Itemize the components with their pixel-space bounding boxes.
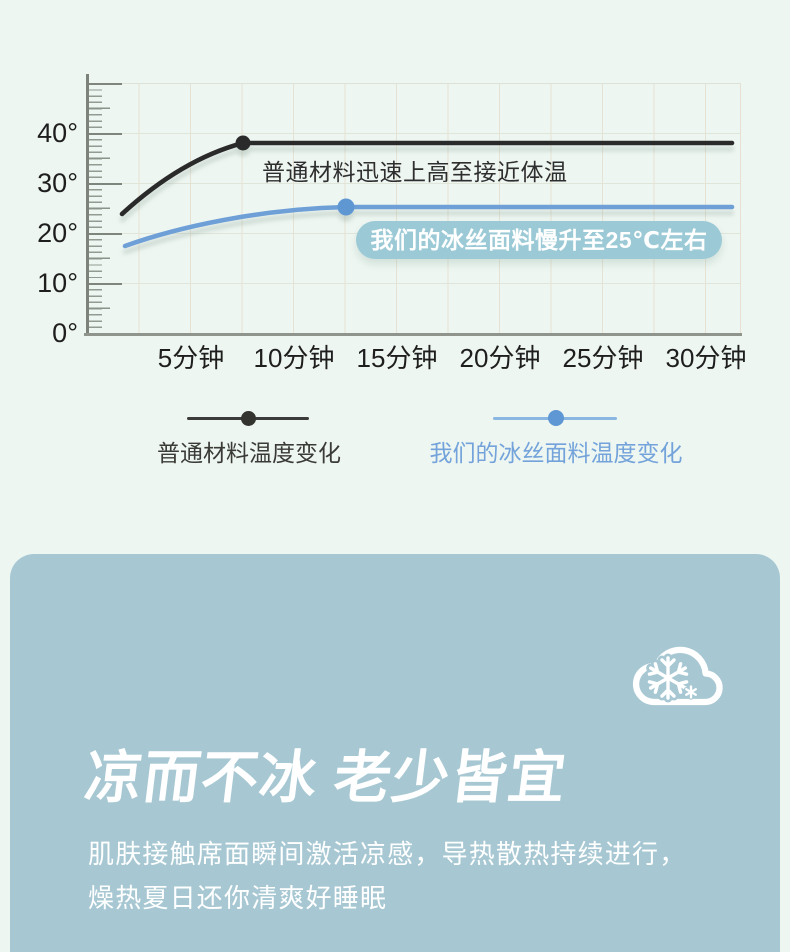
x-tick-10min: 10分钟 bbox=[253, 343, 335, 373]
legend-ordinary-dot bbox=[241, 411, 256, 426]
x-tick-20min: 20分钟 bbox=[459, 343, 541, 373]
ice-silk-marker bbox=[337, 198, 355, 216]
ordinary-material-marker bbox=[235, 135, 251, 151]
y-tick-30: 30° bbox=[37, 168, 78, 198]
chart-series-lines bbox=[119, 135, 735, 249]
legend-ice-silk-dot bbox=[548, 410, 564, 426]
y-axis-ruler-major-ticks bbox=[89, 83, 122, 335]
hero-card: 凉而不冰 老少皆宜 肌肤接触席面瞬间激活凉感，导热散热持续进行， 燥热夏日还你清… bbox=[10, 554, 780, 952]
legend-ordinary-label: 普通材料温度变化 bbox=[157, 440, 341, 466]
y-tick-20: 20° bbox=[37, 218, 78, 248]
cloud-snowflake-icon bbox=[632, 646, 723, 706]
hero-title: 凉而不冰 老少皆宜 bbox=[81, 746, 571, 810]
y-tick-40: 40° bbox=[37, 118, 78, 148]
y-tick-0: 0° bbox=[52, 318, 78, 348]
hero-description: 肌肤接触席面瞬间激活凉感，导热散热持续进行， 燥热夏日还你清爽好睡眠 bbox=[88, 832, 708, 920]
ice-silk-annotation-pill: 我们的冰丝面料慢升至25℃左右 bbox=[356, 221, 722, 259]
y-axis-line bbox=[86, 74, 89, 336]
x-axis-line bbox=[84, 333, 742, 336]
x-tick-25min: 25分钟 bbox=[562, 343, 644, 373]
hero-description-line2: 燥热夏日还你清爽好睡眠 bbox=[88, 883, 388, 913]
x-tick-15min: 15分钟 bbox=[356, 343, 438, 373]
hero-description-line1: 肌肤接触席面瞬间激活凉感，导热散热持续进行， bbox=[88, 839, 687, 869]
ice-silk-line bbox=[122, 204, 735, 249]
ordinary-material-annotation: 普通材料迅速上高至接近体温 bbox=[262, 159, 568, 185]
y-tick-10: 10° bbox=[37, 268, 78, 298]
temperature-chart: 40° 30° 20° 10° 0° 5分钟 10分钟 15分钟 20分钟 25… bbox=[37, 74, 747, 466]
x-tick-30min: 30分钟 bbox=[665, 343, 747, 373]
x-tick-5min: 5分钟 bbox=[157, 343, 225, 373]
legend-ice-silk-label: 我们的冰丝面料温度变化 bbox=[429, 440, 683, 466]
